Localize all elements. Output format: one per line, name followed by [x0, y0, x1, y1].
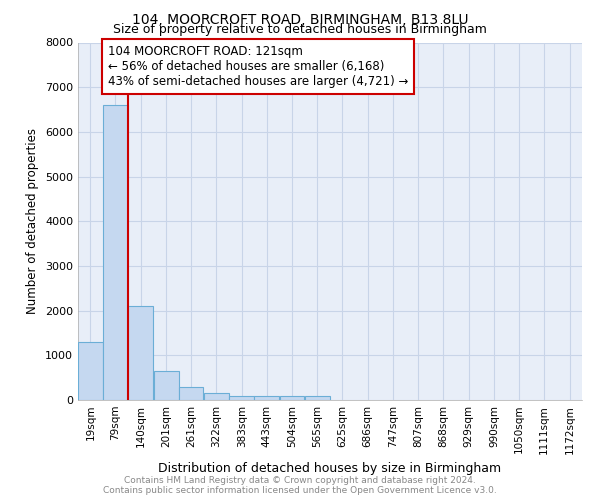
Bar — [78, 342, 103, 400]
Text: Size of property relative to detached houses in Birmingham: Size of property relative to detached ho… — [113, 22, 487, 36]
X-axis label: Distribution of detached houses by size in Birmingham: Distribution of detached houses by size … — [158, 462, 502, 475]
Bar — [128, 306, 153, 400]
Bar — [179, 386, 203, 400]
Bar — [305, 396, 330, 400]
Bar — [154, 371, 179, 400]
Bar — [229, 396, 254, 400]
Y-axis label: Number of detached properties: Number of detached properties — [26, 128, 40, 314]
Text: 104 MOORCROFT ROAD: 121sqm
← 56% of detached houses are smaller (6,168)
43% of s: 104 MOORCROFT ROAD: 121sqm ← 56% of deta… — [108, 44, 408, 88]
Text: Contains HM Land Registry data © Crown copyright and database right 2024.
Contai: Contains HM Land Registry data © Crown c… — [103, 476, 497, 495]
Bar — [254, 396, 279, 400]
Bar — [280, 396, 304, 400]
Text: 104, MOORCROFT ROAD, BIRMINGHAM, B13 8LU: 104, MOORCROFT ROAD, BIRMINGHAM, B13 8LU — [132, 12, 468, 26]
Bar — [204, 394, 229, 400]
Bar — [103, 105, 128, 400]
